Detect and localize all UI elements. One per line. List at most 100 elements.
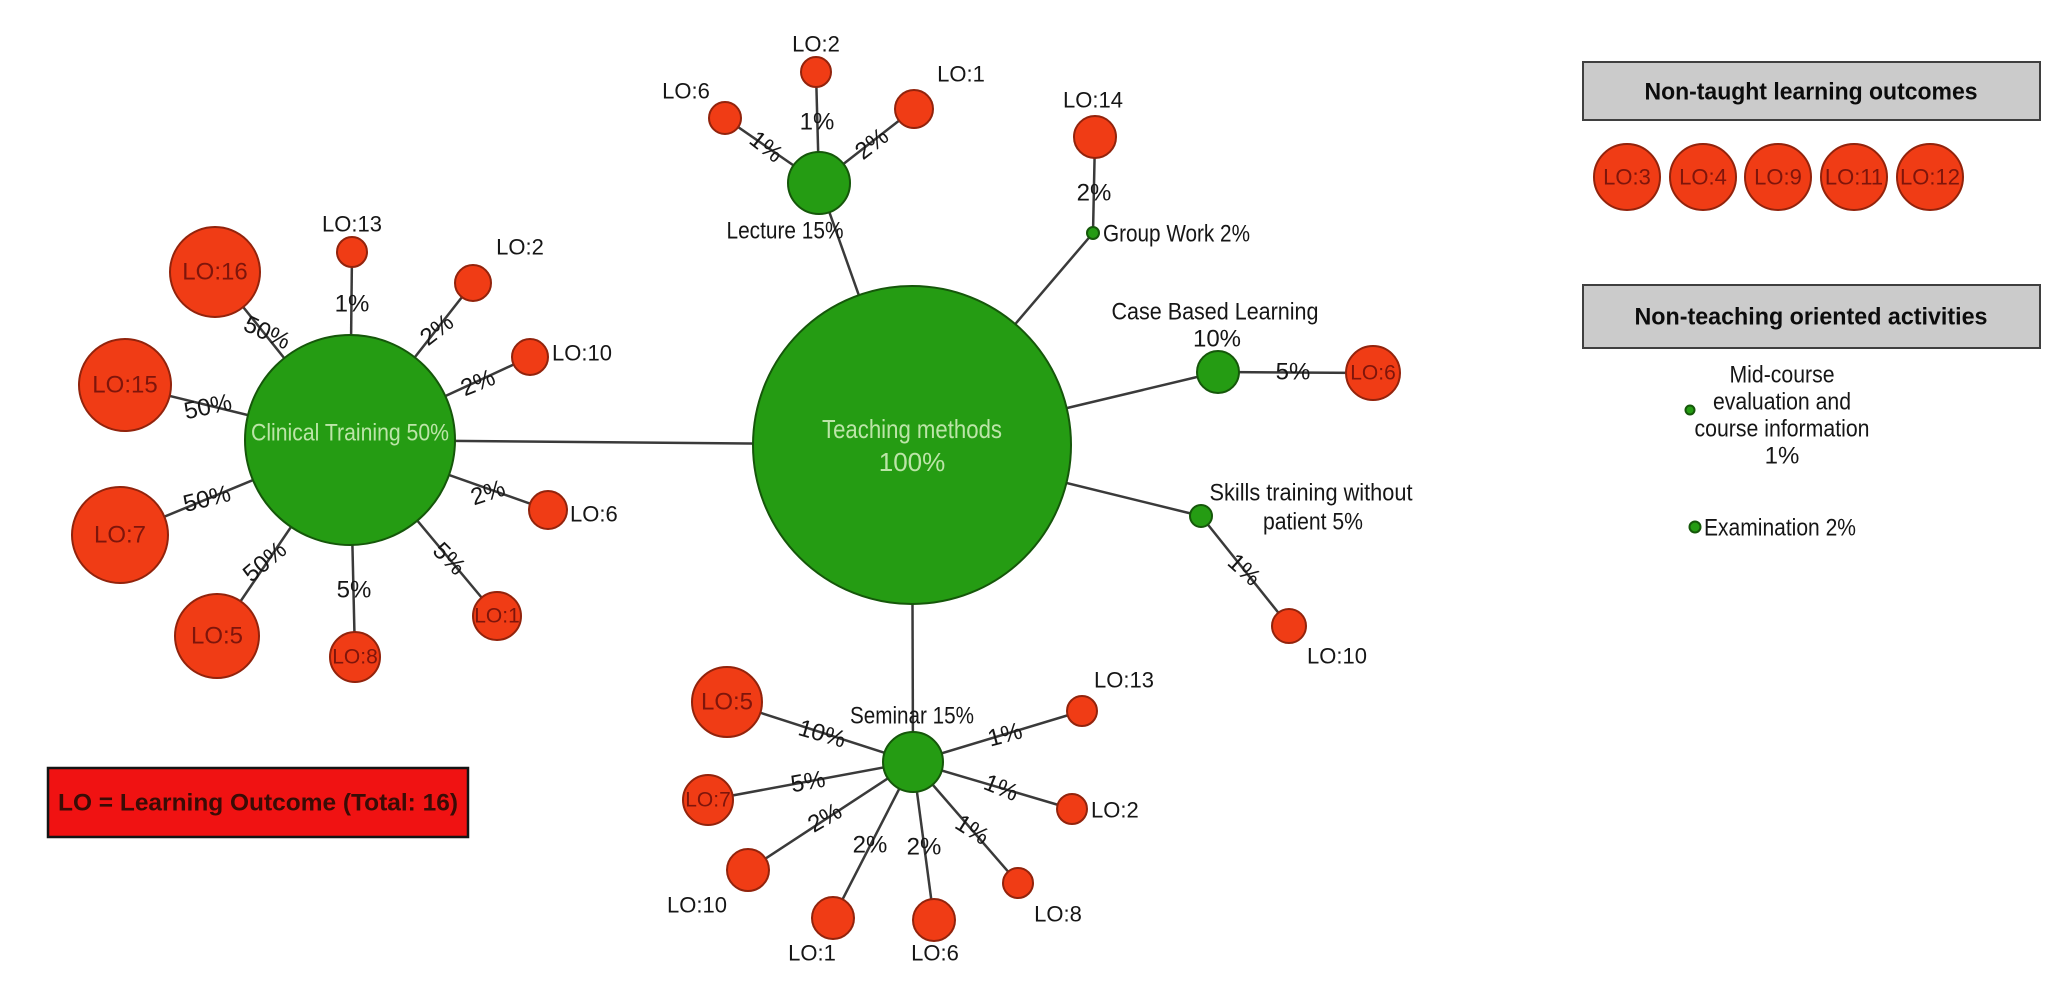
lecture-lo6-node bbox=[708, 101, 742, 135]
seminar-lo8-label: LO:8 bbox=[1034, 902, 1082, 927]
edge-label-clinical-lo5: 50% bbox=[238, 536, 292, 588]
edge-label-clinical-lo10: 2% bbox=[457, 364, 499, 402]
seminar-lo13-label: LO:13 bbox=[1094, 668, 1154, 693]
mid-course-label-line2: evaluation and bbox=[1713, 389, 1851, 416]
non-taught-header-box bbox=[1582, 61, 2041, 121]
edge-label-clinical-lo13: 1% bbox=[335, 291, 370, 318]
seminar-lo10-label: LO:10 bbox=[667, 893, 727, 918]
skills-lo10-node bbox=[1271, 608, 1307, 644]
edge-label-skills-lo10: 1% bbox=[1222, 548, 1266, 591]
groupwork-lo14-label: LO:14 bbox=[1063, 88, 1123, 113]
edge-label-clinical-lo6: 2% bbox=[467, 475, 508, 511]
clinical-lo6-node bbox=[528, 490, 568, 530]
mid-course-label-line3: course information bbox=[1695, 416, 1870, 443]
teaching-methods-node bbox=[752, 285, 1072, 605]
non-taught-lo3-label: LO:3 bbox=[1603, 165, 1651, 190]
group-work-label: Group Work 2% bbox=[1103, 221, 1250, 248]
non-taught-title: Non-taught learning outcomes bbox=[1645, 79, 1978, 106]
skills-training-node bbox=[1189, 504, 1213, 528]
lo-note-text: LO = Learning Outcome (Total: 16) bbox=[58, 790, 458, 817]
lo-note-box bbox=[46, 766, 470, 839]
lecture-label: Lecture 15% bbox=[727, 218, 844, 245]
non-taught-lo11-node bbox=[1820, 143, 1888, 211]
casebased-lo6-label: LO:6 bbox=[1350, 362, 1396, 385]
edge-label-seminar-lo13: 1% bbox=[985, 717, 1025, 752]
clinical-lo15-node bbox=[78, 338, 172, 432]
case-based-learning-label: Case Based Learning bbox=[1112, 299, 1319, 326]
clinical-lo16-label: LO:16 bbox=[182, 259, 247, 286]
case-based-learning-pct: 10% bbox=[1193, 326, 1241, 353]
clinical-training-label: Clinical Training 50% bbox=[251, 420, 449, 447]
edge-label-seminar-lo10: 2% bbox=[803, 798, 847, 839]
clinical-lo5-node bbox=[174, 593, 260, 679]
clinical-lo7-node bbox=[71, 486, 169, 584]
clinical-lo6-label: LO:6 bbox=[570, 502, 618, 527]
seminar-label: Seminar 15% bbox=[850, 703, 974, 730]
seminar-node bbox=[882, 731, 944, 793]
seminar-lo10-node bbox=[726, 848, 770, 892]
seminar-lo1-label: LO:1 bbox=[788, 941, 836, 966]
lecture-lo2-label: LO:2 bbox=[792, 32, 840, 57]
lecture-lo1-label: LO:1 bbox=[937, 62, 985, 87]
clinical-lo1-label: LO:1 bbox=[474, 605, 520, 628]
seminar-lo6-node bbox=[912, 898, 956, 942]
non-taught-lo3-node bbox=[1593, 143, 1661, 211]
seminar-lo7-node bbox=[682, 774, 734, 826]
edge-label-clinical-lo2: 2% bbox=[415, 309, 459, 352]
edge-label-seminar-lo5: 10% bbox=[795, 714, 849, 753]
edge-label-lecture-lo2: 1% bbox=[800, 109, 835, 136]
mid-course-node bbox=[1684, 404, 1696, 416]
non-teaching-header-box bbox=[1582, 284, 2041, 349]
non-taught-lo4-label: LO:4 bbox=[1679, 165, 1727, 190]
edge-label-clinical-lo15: 50% bbox=[182, 389, 235, 425]
non-taught-lo11-label: LO:11 bbox=[1825, 165, 1883, 190]
edge-seminar-lo10 bbox=[747, 760, 914, 872]
non-teaching-title: Non-teaching oriented activities bbox=[1635, 304, 1988, 331]
clinical-lo16-node bbox=[169, 226, 261, 318]
seminar-lo7-label: LO:7 bbox=[685, 789, 731, 812]
seminar-lo2-label: LO:2 bbox=[1091, 798, 1139, 823]
clinical-lo2-node bbox=[454, 264, 492, 302]
lecture-lo1-node bbox=[894, 89, 934, 129]
seminar-lo5-node bbox=[691, 666, 763, 738]
edge-label-clinical-lo8: 5% bbox=[337, 577, 372, 604]
node-labels: Teaching methods 100% Clinical Training … bbox=[251, 218, 1413, 730]
seminar-lo8-node bbox=[1002, 867, 1034, 899]
non-taught-lo4-node bbox=[1669, 143, 1737, 211]
clinical-lo7-label: LO:7 bbox=[94, 522, 146, 549]
seminar-lo5-label: LO:5 bbox=[701, 689, 753, 716]
skills-lo10-label: LO:10 bbox=[1307, 644, 1367, 669]
edge-label-casebased-lo6: 5% bbox=[1276, 359, 1311, 386]
clinical-lo10-node bbox=[511, 338, 549, 376]
clinical-lo13-label: LO:13 bbox=[322, 212, 382, 237]
mid-course-label-pct: 1% bbox=[1765, 443, 1800, 470]
mid-course-label-line1: Mid-course bbox=[1730, 362, 1835, 389]
edge-label-lecture-lo6: 1% bbox=[744, 126, 788, 169]
lecture-satellite-labels: LO:6 1% LO:2 1% LO:1 2% bbox=[662, 32, 985, 169]
edge-label-groupwork-lo14: 2% bbox=[1077, 180, 1112, 207]
examination-node bbox=[1688, 520, 1702, 534]
edge-seminar-lo7 bbox=[707, 760, 914, 802]
edge-label-clinical-lo1: 5% bbox=[427, 537, 471, 581]
non-taught-lo12-label: LO:12 bbox=[1900, 165, 1960, 190]
seminar-lo13-node bbox=[1066, 695, 1098, 727]
edge-label-seminar-lo1: 2% bbox=[853, 832, 888, 859]
clinical-lo10-label: LO:10 bbox=[552, 341, 612, 366]
green-nodes bbox=[244, 151, 1240, 793]
seminar-lo1-node bbox=[811, 896, 855, 940]
clinical-training-node bbox=[244, 334, 456, 546]
edge-label-seminar-lo2: 1% bbox=[980, 769, 1022, 807]
clinical-lo8-label: LO:8 bbox=[332, 646, 378, 669]
casebased-lo6-node bbox=[1345, 345, 1401, 401]
seminar-lo2-node bbox=[1056, 793, 1088, 825]
non-taught-lo9-node bbox=[1744, 143, 1812, 211]
groupwork-lo14-node bbox=[1073, 115, 1117, 159]
skills-training-label-line2: patient 5% bbox=[1263, 509, 1363, 536]
clinical-lo8-node bbox=[329, 631, 381, 683]
legend-non-taught: Non-taught learning outcomes LO:3 LO:4 L… bbox=[1582, 61, 2041, 211]
edge-label-clinical-lo7: 50% bbox=[180, 480, 233, 518]
edge-label-seminar-lo6: 2% bbox=[907, 834, 942, 861]
lecture-lo6-label: LO:6 bbox=[662, 79, 710, 104]
